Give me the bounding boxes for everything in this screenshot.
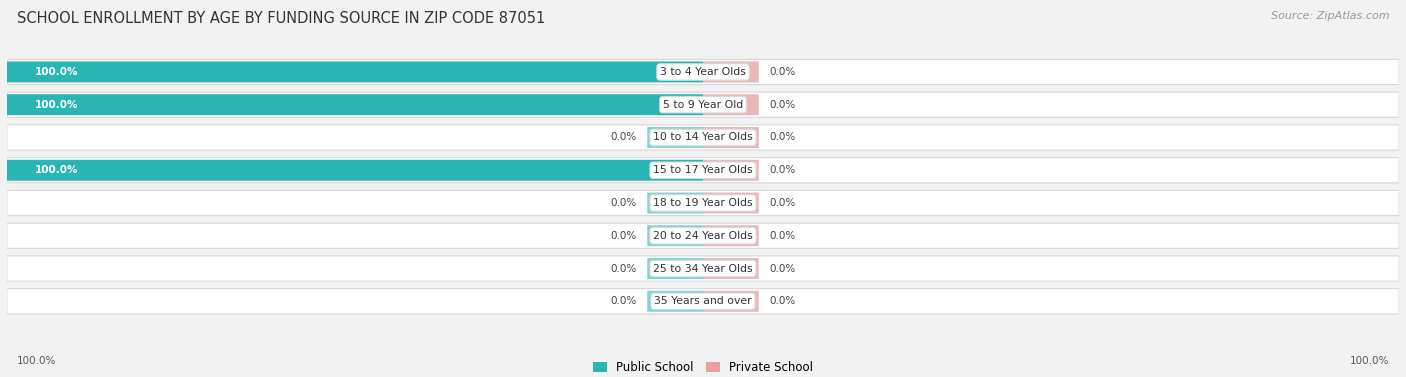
Text: 0.0%: 0.0% bbox=[610, 231, 637, 241]
Text: 100.0%: 100.0% bbox=[35, 100, 79, 110]
FancyBboxPatch shape bbox=[7, 92, 1399, 117]
Text: SCHOOL ENROLLMENT BY AGE BY FUNDING SOURCE IN ZIP CODE 87051: SCHOOL ENROLLMENT BY AGE BY FUNDING SOUR… bbox=[17, 11, 546, 26]
Text: 5 to 9 Year Old: 5 to 9 Year Old bbox=[662, 100, 744, 110]
FancyBboxPatch shape bbox=[647, 258, 703, 279]
Text: 100.0%: 100.0% bbox=[17, 356, 56, 366]
FancyBboxPatch shape bbox=[703, 258, 759, 279]
Text: 0.0%: 0.0% bbox=[769, 165, 796, 175]
FancyBboxPatch shape bbox=[7, 125, 1399, 150]
FancyBboxPatch shape bbox=[7, 256, 1399, 281]
Text: 100.0%: 100.0% bbox=[1350, 356, 1389, 366]
FancyBboxPatch shape bbox=[647, 291, 703, 312]
Text: 15 to 17 Year Olds: 15 to 17 Year Olds bbox=[654, 165, 752, 175]
FancyBboxPatch shape bbox=[7, 289, 1399, 314]
Text: 20 to 24 Year Olds: 20 to 24 Year Olds bbox=[654, 231, 752, 241]
Text: 3 to 4 Year Olds: 3 to 4 Year Olds bbox=[659, 67, 747, 77]
FancyBboxPatch shape bbox=[703, 160, 759, 181]
FancyBboxPatch shape bbox=[703, 94, 759, 115]
Text: 0.0%: 0.0% bbox=[769, 100, 796, 110]
Text: 0.0%: 0.0% bbox=[769, 296, 796, 306]
FancyBboxPatch shape bbox=[703, 291, 759, 312]
Text: 0.0%: 0.0% bbox=[610, 132, 637, 143]
FancyBboxPatch shape bbox=[703, 61, 759, 83]
FancyBboxPatch shape bbox=[647, 193, 703, 213]
FancyBboxPatch shape bbox=[647, 127, 703, 148]
Text: 0.0%: 0.0% bbox=[769, 67, 796, 77]
Text: 0.0%: 0.0% bbox=[610, 198, 637, 208]
FancyBboxPatch shape bbox=[703, 127, 759, 148]
FancyBboxPatch shape bbox=[7, 223, 1399, 248]
Text: 0.0%: 0.0% bbox=[610, 264, 637, 274]
Text: 18 to 19 Year Olds: 18 to 19 Year Olds bbox=[654, 198, 752, 208]
FancyBboxPatch shape bbox=[7, 160, 703, 181]
Text: 10 to 14 Year Olds: 10 to 14 Year Olds bbox=[654, 132, 752, 143]
Text: 35 Years and over: 35 Years and over bbox=[654, 296, 752, 306]
Text: 0.0%: 0.0% bbox=[769, 132, 796, 143]
Text: 0.0%: 0.0% bbox=[769, 198, 796, 208]
FancyBboxPatch shape bbox=[7, 94, 703, 115]
Text: Source: ZipAtlas.com: Source: ZipAtlas.com bbox=[1271, 11, 1389, 21]
FancyBboxPatch shape bbox=[7, 61, 703, 83]
FancyBboxPatch shape bbox=[703, 193, 759, 213]
FancyBboxPatch shape bbox=[7, 59, 1399, 84]
FancyBboxPatch shape bbox=[7, 158, 1399, 183]
Legend: Public School, Private School: Public School, Private School bbox=[588, 356, 818, 377]
FancyBboxPatch shape bbox=[703, 225, 759, 246]
Text: 100.0%: 100.0% bbox=[35, 67, 79, 77]
Text: 0.0%: 0.0% bbox=[769, 264, 796, 274]
FancyBboxPatch shape bbox=[647, 225, 703, 246]
Text: 25 to 34 Year Olds: 25 to 34 Year Olds bbox=[654, 264, 752, 274]
Text: 0.0%: 0.0% bbox=[769, 231, 796, 241]
Text: 0.0%: 0.0% bbox=[610, 296, 637, 306]
FancyBboxPatch shape bbox=[7, 190, 1399, 216]
Text: 100.0%: 100.0% bbox=[35, 165, 79, 175]
